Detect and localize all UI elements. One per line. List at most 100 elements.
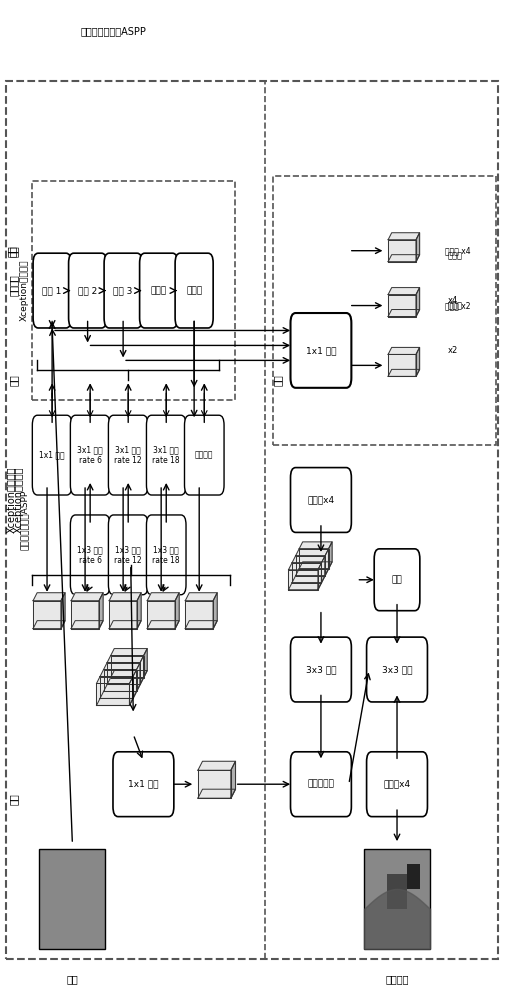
Text: 中间流: 中间流 — [150, 286, 166, 295]
FancyBboxPatch shape — [70, 415, 110, 495]
Polygon shape — [33, 601, 61, 629]
Polygon shape — [185, 601, 213, 629]
Text: 解码: 解码 — [9, 374, 19, 386]
Polygon shape — [317, 563, 321, 590]
FancyBboxPatch shape — [146, 415, 186, 495]
Polygon shape — [197, 761, 235, 770]
FancyBboxPatch shape — [290, 313, 351, 388]
Text: 1x1 卷积: 1x1 卷积 — [305, 346, 335, 355]
Polygon shape — [96, 677, 133, 683]
Polygon shape — [231, 761, 235, 798]
Text: x2: x2 — [447, 346, 457, 355]
FancyBboxPatch shape — [70, 515, 110, 595]
Polygon shape — [299, 542, 331, 549]
FancyBboxPatch shape — [33, 253, 71, 328]
Polygon shape — [197, 789, 235, 798]
Polygon shape — [99, 593, 103, 629]
Polygon shape — [103, 684, 140, 691]
Polygon shape — [133, 670, 136, 698]
Polygon shape — [107, 656, 144, 663]
Polygon shape — [33, 593, 65, 601]
Polygon shape — [415, 288, 419, 317]
Polygon shape — [288, 583, 321, 590]
Text: 上采样x4: 上采样x4 — [383, 780, 410, 789]
Polygon shape — [61, 593, 65, 629]
Polygon shape — [295, 549, 328, 556]
Text: 3x1 卷积
rate 6: 3x1 卷积 rate 6 — [77, 445, 103, 465]
FancyBboxPatch shape — [69, 253, 106, 328]
Polygon shape — [387, 288, 419, 295]
Polygon shape — [109, 601, 137, 629]
Polygon shape — [292, 556, 324, 563]
Polygon shape — [415, 233, 419, 262]
Polygon shape — [185, 593, 217, 601]
Text: 编码: 编码 — [9, 245, 19, 257]
FancyBboxPatch shape — [39, 849, 105, 949]
Text: 上采样x4: 上采样x4 — [307, 496, 334, 505]
Polygon shape — [107, 678, 144, 684]
Text: 空间金字塔池化ASPP: 空间金字塔池化ASPP — [80, 26, 146, 36]
FancyBboxPatch shape — [184, 415, 223, 495]
Text: 解码: 解码 — [272, 374, 282, 386]
Text: 3x3 卷积: 3x3 卷积 — [381, 665, 411, 674]
Polygon shape — [213, 593, 217, 629]
Text: Xception特征提取: Xception特征提取 — [20, 260, 29, 321]
Text: 上采样: 上采样 — [447, 301, 462, 310]
Polygon shape — [96, 683, 129, 705]
Text: 预测结果: 预测结果 — [384, 974, 408, 984]
Text: 影像: 影像 — [66, 974, 78, 984]
Text: 1x1 卷积: 1x1 卷积 — [39, 451, 65, 460]
Polygon shape — [109, 593, 141, 601]
Polygon shape — [387, 240, 415, 262]
Polygon shape — [387, 354, 415, 376]
Polygon shape — [129, 677, 133, 705]
Polygon shape — [295, 569, 328, 576]
Text: 1x3 卷积
rate 6: 1x3 卷积 rate 6 — [77, 545, 103, 565]
FancyBboxPatch shape — [366, 752, 427, 817]
Polygon shape — [292, 563, 321, 583]
FancyBboxPatch shape — [290, 752, 351, 817]
Text: x4: x4 — [447, 296, 457, 305]
Polygon shape — [103, 663, 140, 670]
Polygon shape — [387, 369, 419, 376]
Text: 上采样 x4: 上采样 x4 — [444, 246, 470, 255]
FancyBboxPatch shape — [104, 253, 142, 328]
Bar — [406, 864, 419, 889]
Text: 3x3 卷积: 3x3 卷积 — [305, 665, 335, 674]
FancyBboxPatch shape — [113, 752, 174, 817]
Text: 上采样: 上采样 — [447, 251, 462, 260]
Polygon shape — [103, 670, 136, 691]
Polygon shape — [147, 593, 179, 601]
FancyBboxPatch shape — [175, 253, 213, 328]
Text: 3x1 卷积
rate 12: 3x1 卷积 rate 12 — [114, 445, 142, 465]
Text: 编码: 编码 — [9, 285, 19, 296]
Polygon shape — [387, 233, 419, 240]
Text: 平均池化: 平均池化 — [194, 451, 213, 460]
Text: 1x3 卷积
rate 12: 1x3 卷积 rate 12 — [114, 545, 142, 565]
Text: 输出流: 输出流 — [186, 286, 202, 295]
Polygon shape — [295, 556, 324, 576]
Polygon shape — [299, 549, 328, 569]
Polygon shape — [100, 677, 133, 698]
FancyBboxPatch shape — [108, 515, 148, 595]
Polygon shape — [321, 556, 324, 583]
FancyBboxPatch shape — [32, 415, 72, 495]
Polygon shape — [147, 621, 179, 629]
Polygon shape — [147, 601, 175, 629]
Polygon shape — [387, 255, 419, 262]
Bar — [386, 874, 406, 909]
Polygon shape — [415, 347, 419, 376]
Polygon shape — [110, 649, 147, 656]
Polygon shape — [292, 576, 324, 583]
Text: 模块 2: 模块 2 — [78, 286, 97, 295]
FancyBboxPatch shape — [374, 549, 419, 611]
Text: 编码: 编码 — [9, 275, 19, 286]
Text: 3x1 卷积
rate 18: 3x1 卷积 rate 18 — [152, 445, 180, 465]
Polygon shape — [109, 621, 141, 629]
FancyBboxPatch shape — [363, 849, 429, 949]
Text: 1x1 卷积: 1x1 卷积 — [128, 780, 158, 789]
Polygon shape — [387, 347, 419, 354]
Polygon shape — [387, 310, 419, 317]
FancyBboxPatch shape — [366, 637, 427, 702]
Text: 叠加: 叠加 — [391, 575, 402, 584]
